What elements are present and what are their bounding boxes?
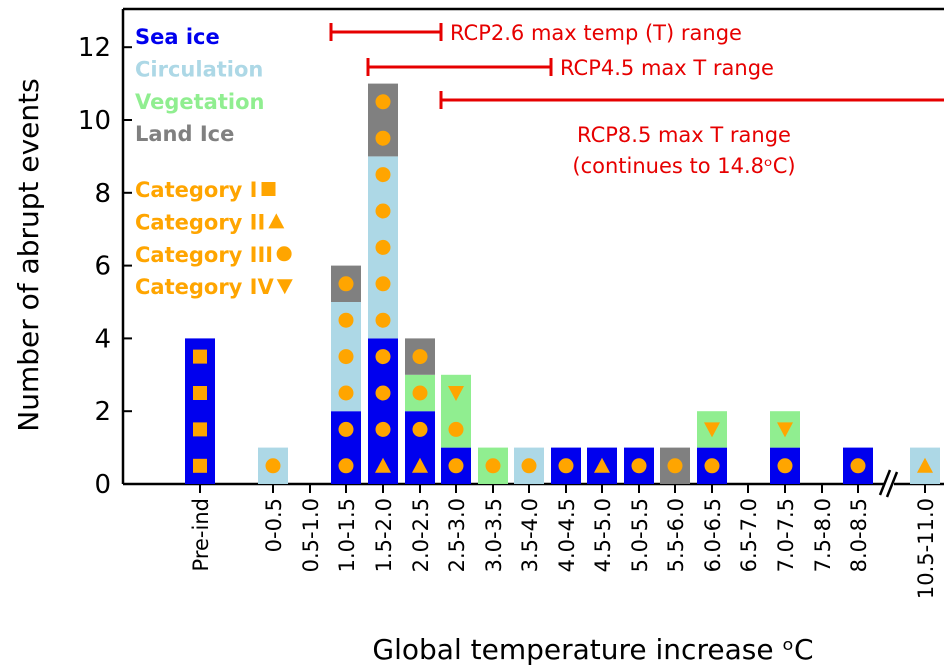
x-tick-label: 8.0-8.5 <box>847 498 871 572</box>
event-marker-square <box>193 458 207 473</box>
event-marker-square <box>193 386 207 400</box>
y-tick-label: 4 <box>94 324 111 354</box>
rcp-ranges: RCP2.6 max temp (T) range RCP4.5 max T ra… <box>329 21 944 178</box>
event-marker-circle <box>338 349 354 365</box>
legend-category-label: Category III <box>135 243 273 267</box>
markers <box>193 94 933 474</box>
legend-series-label: Circulation <box>135 57 263 81</box>
event-marker-circle <box>375 94 391 110</box>
event-marker-circle <box>412 349 428 365</box>
x-tick-label: 2.5-3.0 <box>445 498 469 572</box>
event-marker-circle <box>667 458 683 474</box>
x-tick-label: Pre-ind <box>189 498 213 571</box>
event-marker-circle <box>375 203 391 219</box>
legend-category-label: Category IV <box>135 275 274 299</box>
event-marker-circle <box>375 276 391 292</box>
event-marker-circle <box>412 421 428 437</box>
event-marker-circle <box>375 349 391 365</box>
event-marker-triangle-down <box>704 422 720 438</box>
rcp-range-label: RCP2.6 max temp (T) range <box>450 21 742 45</box>
y-tick-label: 8 <box>94 179 111 209</box>
x-tick-label: 10.5-11.0 <box>914 498 938 599</box>
event-marker-circle <box>850 458 866 474</box>
rcp-range-label: RCP8.5 max T range <box>577 123 791 147</box>
bars <box>185 83 940 484</box>
event-marker-circle <box>485 458 501 474</box>
event-marker-circle <box>338 312 354 328</box>
event-marker-triangle-down <box>448 386 464 401</box>
rcp-range-note: (continues to 14.8ᵒC) <box>572 154 795 178</box>
y-axis-title: Number of abrupt events <box>12 78 45 431</box>
event-marker-circle <box>521 458 537 474</box>
event-marker-circle <box>265 458 281 474</box>
event-marker-circle <box>375 167 391 183</box>
x-tick-label: 4.5-5.0 <box>591 498 615 572</box>
x-tick-label: 5.0-5.5 <box>628 498 652 572</box>
legend-series-label: Vegetation <box>135 90 264 114</box>
legend-category-label: Category II <box>135 210 265 234</box>
x-tick-label: 7.0-7.5 <box>774 498 798 572</box>
y-tick-label: 2 <box>94 397 111 427</box>
event-marker-circle <box>631 458 647 474</box>
axis-break-mark <box>878 469 892 496</box>
rcp-range-label: RCP4.5 max T range <box>560 56 774 80</box>
event-marker-circle <box>338 458 354 474</box>
legend-category-label: Category I <box>135 178 258 202</box>
axis-break-mark <box>885 471 899 498</box>
axes: 0 2 4 6 8 10 12 Pre-ind 0-0.5 0.5-1.0 1.0-1.5 1.5-2… <box>78 33 938 599</box>
event-marker-square <box>193 422 207 437</box>
event-marker-circle <box>412 385 428 401</box>
event-marker-circle <box>338 276 354 292</box>
y-tick-label: 0 <box>94 470 111 500</box>
event-marker-circle <box>375 239 391 255</box>
event-marker-circle <box>375 421 391 437</box>
legend-series-label: Land Ice <box>135 122 234 146</box>
x-tick-label: 3.0-3.5 <box>482 498 506 572</box>
event-marker-circle <box>338 421 354 437</box>
x-tick-label: 6.5-7.0 <box>737 498 761 572</box>
event-marker-circle <box>558 458 574 474</box>
event-marker-circle <box>448 421 464 437</box>
x-tick-label: 0-0.5 <box>262 498 286 552</box>
x-tick-label: 4.0-4.5 <box>555 498 579 572</box>
event-marker-circle <box>777 458 793 474</box>
legend-series-label: Sea ice <box>135 25 220 49</box>
event-marker-circle <box>375 385 391 401</box>
event-marker-circle <box>338 385 354 401</box>
event-marker-circle <box>375 130 391 146</box>
legend-marker-circle <box>276 246 292 262</box>
x-tick-label: 5.5-6.0 <box>664 498 688 572</box>
event-marker-circle <box>375 312 391 328</box>
event-marker-triangle-up <box>594 457 610 473</box>
event-marker-triangle-up <box>917 457 933 473</box>
legend-marker-triangle-down <box>276 279 293 295</box>
event-marker-circle <box>704 458 720 474</box>
y-tick-label: 12 <box>78 33 111 63</box>
legend: Sea ice Circulation Vegetation Land Ice Cate… <box>135 25 293 299</box>
event-marker-triangle-up <box>412 457 428 473</box>
event-marker-square <box>193 349 207 364</box>
event-marker-triangle-down <box>777 422 793 438</box>
x-axis-title: Global temperature increase ᵒC <box>372 633 813 666</box>
y-tick-label: 10 <box>78 106 111 136</box>
x-tick-label: 1.5-2.0 <box>372 498 396 572</box>
x-tick-label: 7.5-8.0 <box>811 498 835 572</box>
event-marker-triangle-up <box>375 457 391 473</box>
x-tick-label: 0.5-1.0 <box>299 498 323 572</box>
axis-break-gap <box>884 470 894 500</box>
legend-marker-square <box>261 182 276 196</box>
legend-marker-triangle-up <box>268 213 285 229</box>
x-tick-label: 3.5-4.0 <box>518 498 542 572</box>
y-tick-label: 6 <box>94 252 111 282</box>
x-tick-label: 1.0-1.5 <box>335 498 359 572</box>
event-marker-circle <box>448 458 464 474</box>
x-tick-label: 6.0-6.5 <box>701 498 725 572</box>
x-tick-label: 2.0-2.5 <box>409 498 433 572</box>
